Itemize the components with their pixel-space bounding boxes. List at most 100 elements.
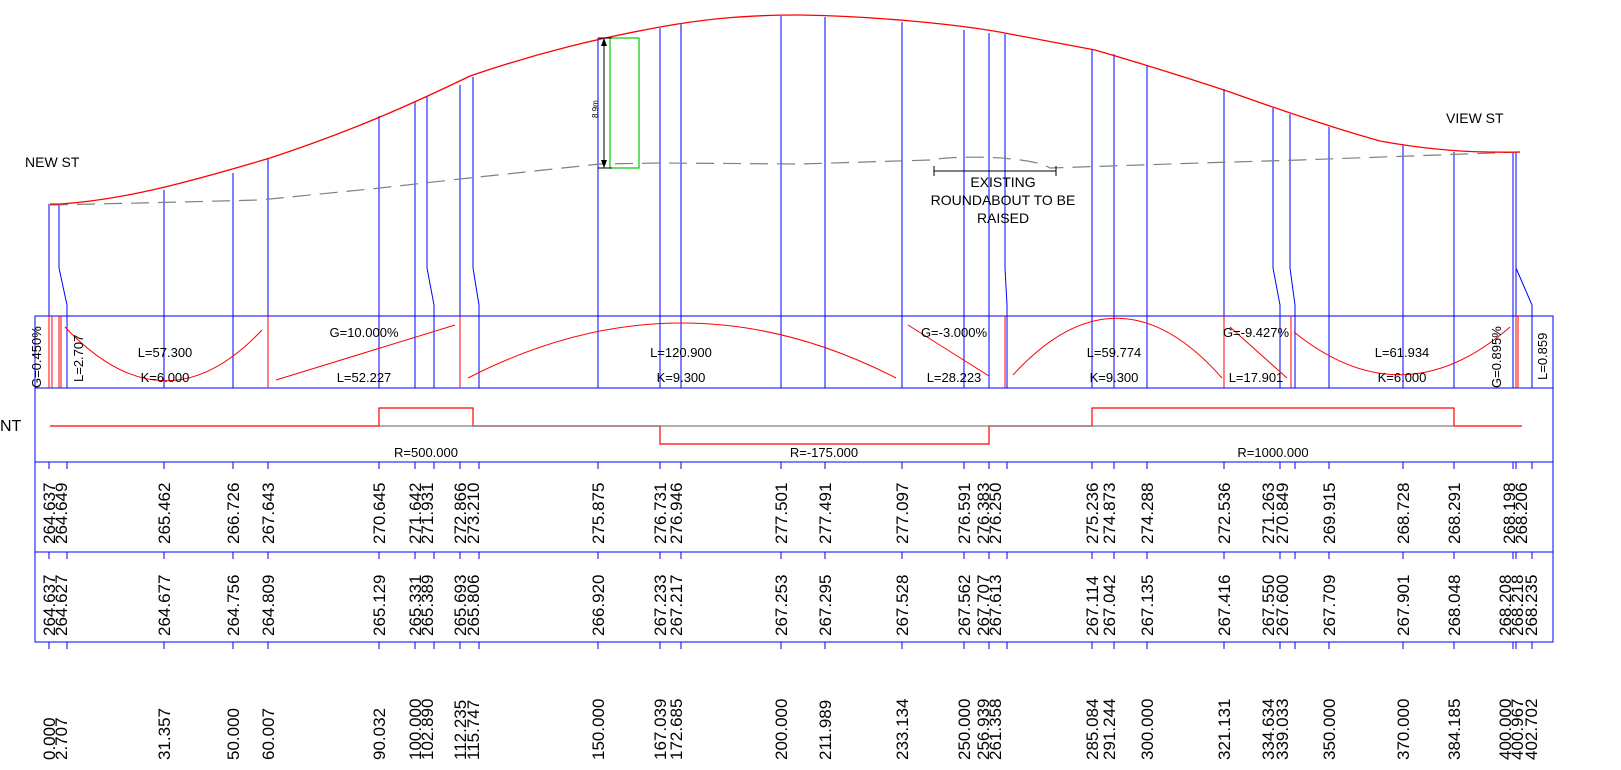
radius-label-2: R=-175.000	[790, 445, 858, 460]
existing-level-label: 267.901	[1394, 575, 1413, 636]
curve-length-label-8: L=61.934	[1375, 345, 1430, 360]
design-level-label: 268.206	[1512, 483, 1531, 544]
existing-level-label: 267.042	[1100, 575, 1119, 636]
grade-label-3: G=-3.000%	[921, 325, 988, 340]
existing-level-label: 264.809	[259, 575, 278, 636]
station-line	[473, 77, 479, 388]
design-level-label: 269.915	[1320, 483, 1339, 544]
chainage-label: 2.707	[52, 717, 71, 760]
station-line	[59, 204, 67, 388]
station-line	[427, 96, 434, 388]
design-level-label: 274.873	[1100, 483, 1119, 544]
end-street-label: VIEW ST	[1446, 110, 1504, 126]
existing-level-label: 267.613	[986, 575, 1005, 636]
chainage-label: 384.185	[1445, 699, 1464, 760]
design-level-label: 271.931	[418, 483, 437, 544]
grade-label-4: G=-9.427%	[1223, 325, 1290, 340]
curve-length-label-5: L=28.223	[927, 370, 982, 385]
row-label-fragment: NT	[0, 418, 22, 435]
existing-level-label: 267.709	[1320, 575, 1339, 636]
grade-label-2: G=10.000%	[329, 325, 398, 340]
chainage-label: 211.989	[816, 700, 835, 760]
existing-level-label: 267.295	[816, 575, 835, 636]
design-level-label: 270.849	[1273, 483, 1292, 544]
design-level-label: 270.645	[370, 483, 389, 544]
grade-band-divider	[49, 316, 61, 388]
existing-level-label: 266.920	[589, 575, 608, 636]
existing-level-label: 264.627	[52, 575, 71, 636]
chainage-label: 261.358	[986, 699, 1005, 760]
k-value-label-3: K=9.300	[1090, 370, 1139, 385]
chainage-label: 321.131	[1215, 699, 1234, 760]
curve-length-label-3: L=52.227	[337, 370, 392, 385]
chainage-label: 339.033	[1273, 699, 1292, 760]
design-level-label: 276.591	[955, 483, 974, 544]
design-level-label: 277.491	[816, 483, 835, 544]
existing-level-label: 264.756	[224, 575, 243, 636]
design-level-label: 277.501	[772, 483, 791, 544]
chainage-label: 60.007	[259, 708, 278, 760]
curve-length-label-9: L=0.859	[1535, 333, 1550, 380]
curve-length-label-4: L=120.900	[650, 345, 712, 360]
design-level-label: 276.946	[667, 483, 686, 544]
existing-level-label: 267.253	[772, 575, 791, 636]
curve-length-label-6: L=59.774	[1087, 345, 1142, 360]
chainage-label: 200.000	[772, 699, 791, 760]
existing-level-label: 265.389	[418, 575, 437, 636]
chainage-label: 402.702	[1522, 699, 1541, 760]
design-level-label: 273.210	[464, 483, 483, 544]
roundabout-note-line-3: RAISED	[977, 210, 1029, 226]
grade-band-divider	[1516, 316, 1518, 388]
existing-level-label: 267.217	[667, 575, 686, 636]
roundabout-note-line-1: EXISTING	[970, 174, 1035, 190]
start-street-label: NEW ST	[25, 154, 80, 170]
curve-length-label-1: L=2.707	[71, 335, 86, 382]
chainage-label: 102.890	[418, 699, 437, 760]
design-level-label: 277.097	[893, 483, 912, 544]
station-line	[1273, 108, 1280, 388]
chainage-label: 350.000	[1320, 699, 1339, 760]
design-level-label: 265.462	[155, 483, 174, 544]
chainage-label: 291.244	[1100, 699, 1119, 760]
chainage-label: 300.000	[1138, 699, 1157, 760]
existing-level-label: 267.135	[1138, 575, 1157, 636]
existing-level-label: 267.600	[1273, 575, 1292, 636]
curve-length-label-2: L=57.300	[138, 345, 193, 360]
chainage-label: 150.000	[589, 699, 608, 760]
chainage-label: 115.747	[464, 700, 483, 760]
existing-level-label: 265.129	[370, 575, 389, 636]
vertical-curve-shapes	[49, 316, 1518, 388]
chainage-label: 90.032	[370, 708, 389, 760]
design-level-label: 272.536	[1215, 483, 1234, 544]
dimension-label: 8.9m	[591, 100, 600, 118]
existing-level-label: 265.806	[464, 575, 483, 636]
existing-level-label: 267.562	[955, 575, 974, 636]
design-level-label: 275.875	[589, 483, 608, 544]
design-level-label: 268.291	[1445, 483, 1464, 544]
k-value-label-2: K=9.300	[657, 370, 706, 385]
existing-level-label: 267.416	[1215, 575, 1234, 636]
existing-level-label: 268.235	[1522, 575, 1541, 636]
design-level-label: 276.250	[986, 483, 1005, 544]
chainage-labels: 0.0002.707 31.357 50.000 60.007 90.032 100.00…	[40, 699, 1541, 760]
design-profile-line	[50, 15, 1520, 204]
chainage-label: 172.685	[667, 699, 686, 760]
k-value-label-1: K=6.000	[141, 370, 190, 385]
chainage-label: 31.357	[155, 708, 174, 760]
station-lines	[49, 16, 1532, 649]
radius-label-3: R=1000.000	[1237, 445, 1308, 460]
chainage-label: 233.134	[893, 699, 912, 760]
existing-level-label: 268.048	[1445, 575, 1464, 636]
grade-band-frame	[35, 316, 1553, 388]
curve-length-label-7: L=17.901	[1229, 370, 1284, 385]
existing-surface-line	[50, 152, 1520, 205]
existing-level-label: 264.677	[155, 575, 174, 636]
design-level-label: 274.288	[1138, 483, 1157, 544]
roundabout-note-line-2: ROUNDABOUT TO BE	[931, 192, 1076, 208]
k-value-label-4: K=6.000	[1378, 370, 1427, 385]
design-level-label: 266.726	[224, 483, 243, 544]
grade-label-1: G=0.450%	[29, 326, 44, 388]
